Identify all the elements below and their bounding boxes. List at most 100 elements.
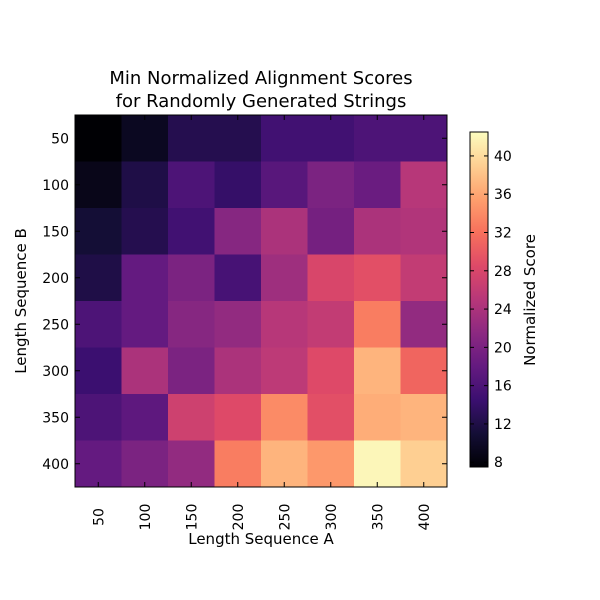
chart-title-line-2: for Randomly Generated Strings bbox=[116, 91, 407, 112]
heatmap-cell bbox=[400, 115, 448, 162]
y-tick-label: 400 bbox=[42, 457, 69, 473]
heatmap-cell bbox=[261, 254, 308, 302]
x-axis-ticks: 50 100 150 200 250 300 350 400 bbox=[91, 115, 433, 530]
heatmap-cell bbox=[307, 347, 355, 395]
heatmap-cell bbox=[400, 394, 448, 441]
heatmap-cell bbox=[214, 301, 262, 348]
heatmap-cell bbox=[121, 301, 169, 348]
heatmap-cell bbox=[400, 301, 448, 348]
y-tick-label: 150 bbox=[42, 224, 69, 240]
x-tick-label: 150 bbox=[184, 504, 200, 531]
heatmap-cell bbox=[307, 254, 355, 302]
heatmap-cell bbox=[75, 208, 122, 255]
x-tick-label: 350 bbox=[370, 504, 386, 531]
heatmap-cell bbox=[354, 254, 401, 302]
y-axis-ticks: 50 100 150 200 250 300 350 400 bbox=[42, 131, 447, 473]
colorbar-tick-label: 20 bbox=[494, 340, 512, 356]
heatmap-cell bbox=[354, 161, 401, 209]
heatmap-cell bbox=[168, 347, 215, 395]
colorbar-tick-label: 24 bbox=[494, 302, 512, 318]
heatmap-cell bbox=[354, 301, 401, 348]
heatmap-cell bbox=[214, 254, 262, 302]
y-tick-label: 200 bbox=[42, 271, 69, 287]
heatmap-cell bbox=[168, 254, 215, 302]
heatmap-cell bbox=[307, 394, 355, 441]
heatmap-cell bbox=[121, 161, 169, 209]
heatmap-cells bbox=[75, 115, 448, 488]
heatmap-cell bbox=[75, 347, 122, 395]
heatmap-cell bbox=[214, 394, 262, 441]
x-tick-label: 50 bbox=[91, 508, 107, 526]
heatmap-cell bbox=[307, 161, 355, 209]
x-tick-label: 200 bbox=[231, 504, 247, 531]
heatmap-cell bbox=[261, 347, 308, 395]
heatmap-cell bbox=[121, 347, 169, 395]
heatmap-cell bbox=[214, 161, 262, 209]
heatmap-cell bbox=[261, 161, 308, 209]
heatmap-cell bbox=[121, 115, 169, 162]
heatmap-cell bbox=[354, 208, 401, 255]
heatmap-cell bbox=[75, 440, 122, 488]
plot-frame bbox=[74, 114, 448, 488]
heatmap-cell bbox=[214, 208, 262, 255]
heatmap-cell bbox=[400, 347, 448, 395]
heatmap-cell bbox=[307, 208, 355, 255]
heatmap-cell bbox=[261, 440, 308, 488]
heatmap-cell bbox=[354, 440, 401, 488]
heatmap-cell bbox=[400, 254, 448, 302]
colorbar-tick-label: 40 bbox=[494, 149, 512, 165]
heatmap-cell bbox=[400, 161, 448, 209]
heatmap-cell bbox=[168, 115, 215, 162]
heatmap-cell bbox=[354, 394, 401, 441]
heatmap-cell bbox=[75, 394, 122, 441]
heatmap-cell bbox=[121, 394, 169, 441]
y-tick-label: 50 bbox=[51, 131, 69, 147]
y-tick-label: 300 bbox=[42, 364, 69, 380]
heatmap-cell bbox=[75, 301, 122, 348]
heatmap-cell bbox=[121, 440, 169, 488]
heatmap-cell bbox=[261, 394, 308, 441]
heatmap-cell bbox=[261, 115, 308, 162]
heatmap-cell bbox=[214, 347, 262, 395]
heatmap-cell bbox=[75, 161, 122, 209]
colorbar-tick-label: 12 bbox=[494, 417, 512, 433]
y-tick-label: 100 bbox=[42, 178, 69, 194]
heatmap-cell bbox=[168, 161, 215, 209]
chart-title-line-1: Min Normalized Alignment Scores bbox=[109, 68, 412, 89]
colorbar-label: Normalized Score bbox=[521, 234, 539, 366]
colorbar-tick-label: 36 bbox=[494, 187, 512, 203]
heatmap-cell bbox=[121, 208, 169, 255]
heatmap-cell bbox=[400, 440, 448, 488]
heatmap-cell bbox=[354, 115, 401, 162]
heatmap-cell bbox=[168, 208, 215, 255]
colorbar-tick-label: 16 bbox=[494, 379, 512, 395]
heatmap-cell bbox=[121, 254, 169, 302]
y-axis-label: Length Sequence B bbox=[12, 228, 30, 374]
colorbar-tick-label: 8 bbox=[494, 455, 503, 471]
heatmap-cell bbox=[307, 301, 355, 348]
x-tick-label: 400 bbox=[417, 504, 433, 531]
heatmap-cell bbox=[168, 301, 215, 348]
x-tick-label: 250 bbox=[277, 504, 293, 531]
colorbar-tick-label: 32 bbox=[494, 226, 512, 242]
heatmap-cell bbox=[214, 440, 262, 488]
y-tick-label: 250 bbox=[42, 317, 69, 333]
heatmap-cell bbox=[75, 254, 122, 302]
x-tick-label: 100 bbox=[138, 504, 154, 531]
heatmap-cell bbox=[75, 115, 122, 162]
heatmap-cell bbox=[307, 115, 355, 162]
colorbar bbox=[469, 131, 489, 468]
y-tick-label: 350 bbox=[42, 410, 69, 426]
heatmap-cell bbox=[214, 115, 262, 162]
x-tick-label: 300 bbox=[324, 504, 340, 531]
colorbar-ticks: 8 12 16 20 24 28 32 36 40 bbox=[470, 149, 512, 471]
heatmap-cell bbox=[168, 394, 215, 441]
heatmap-cell bbox=[354, 347, 401, 395]
heatmap-cell bbox=[307, 440, 355, 488]
heatmap-cell bbox=[261, 301, 308, 348]
colorbar-tick-label: 28 bbox=[494, 264, 512, 280]
heatmap-cell bbox=[400, 208, 448, 255]
x-axis-label: Length Sequence A bbox=[188, 530, 334, 548]
heatmap-cell bbox=[261, 208, 308, 255]
